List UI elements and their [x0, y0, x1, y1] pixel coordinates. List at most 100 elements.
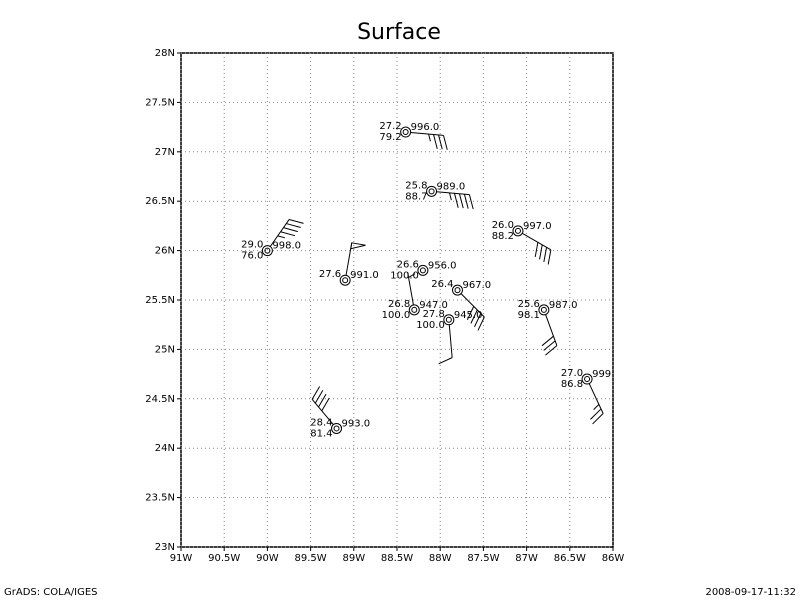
x-tick-label: 89.5W — [295, 553, 327, 564]
wind-shaft — [588, 383, 604, 414]
station-marker — [339, 274, 351, 286]
wind-barb — [539, 244, 543, 260]
y-tick-label: 27.5N — [145, 97, 175, 108]
wind-barb — [547, 249, 552, 265]
temperature-label: 26.8 — [388, 299, 410, 310]
footer-left: GrADS: COLA/IGES — [4, 587, 98, 598]
station-marker — [581, 373, 593, 385]
station-marker — [333, 425, 340, 432]
wind-barb — [592, 413, 604, 425]
wind-barb — [477, 316, 485, 331]
station-marker — [454, 287, 461, 294]
pressure-label: 989.0 — [437, 181, 466, 192]
y-tick-label: 26N — [155, 246, 175, 257]
wind-shaft — [436, 191, 470, 196]
humidity-label: 86.8 — [561, 379, 583, 390]
chart-title: Surface — [357, 20, 441, 45]
x-tick-label: 91W — [170, 553, 193, 564]
x-tick-label: 90W — [256, 553, 279, 564]
wind-shaft — [545, 314, 558, 346]
pressure-label: 993.0 — [342, 418, 371, 429]
wind-barb — [438, 357, 453, 365]
wind-barb — [590, 408, 602, 420]
wind-shaft — [407, 272, 414, 306]
wind-barb — [470, 309, 478, 324]
station-marker — [443, 314, 455, 326]
pressure-label: 997.0 — [523, 221, 552, 232]
station-marker — [445, 316, 452, 323]
wind-pennant — [350, 242, 366, 250]
wind-barb — [443, 135, 448, 150]
x-tick-label: 87.5W — [467, 553, 499, 564]
pressure-label: 998.0 — [272, 241, 301, 252]
x-tick-label: 86W — [602, 553, 625, 564]
humidity-label: 100.0 — [390, 270, 419, 281]
wind-barb — [283, 227, 298, 233]
station-marker — [331, 422, 343, 434]
temperature-label: 26.4 — [431, 279, 453, 290]
y-tick-label: 26.5N — [145, 196, 175, 207]
wind-barb — [458, 193, 464, 209]
wind-barb — [438, 134, 443, 150]
wind-barb — [289, 218, 304, 224]
y-tick-label: 27N — [155, 147, 175, 158]
station-marker — [419, 267, 426, 274]
station-marker — [512, 225, 524, 237]
temperature-label: 29.0 — [241, 240, 263, 251]
x-tick-label: 86.5W — [554, 553, 586, 564]
temperature-label: 26.6 — [397, 259, 419, 270]
station-marker — [451, 284, 463, 296]
temperature-label: 28.4 — [310, 417, 332, 428]
humidity-label: 88.2 — [492, 231, 514, 242]
wind-shaft — [522, 232, 552, 251]
pressure-label: 947.0 — [419, 300, 448, 311]
humidity-label: 98.1 — [518, 310, 540, 321]
x-tick-label: 88.5W — [381, 553, 413, 564]
station-marker — [514, 227, 521, 234]
temperature-label: 25.6 — [518, 299, 540, 310]
y-tick-label: 25.5N — [145, 295, 175, 306]
wind-barb — [545, 345, 558, 356]
wind-barb — [466, 306, 475, 321]
station-marker — [264, 247, 271, 254]
station-marker — [342, 277, 349, 284]
station-marker — [538, 304, 550, 316]
wind-barb — [543, 247, 548, 263]
y-tick-label: 24.5N — [145, 394, 175, 405]
station-marker — [540, 306, 547, 313]
wind-barb — [321, 397, 330, 412]
wind-barb — [314, 390, 324, 404]
pressure-label: 987.0 — [549, 300, 578, 311]
pressure-label: 999 — [592, 369, 611, 380]
humidity-label: 100.0 — [382, 310, 411, 321]
wind-shaft — [460, 293, 485, 318]
temperature-label: 27.8 — [423, 309, 445, 320]
station-marker — [428, 188, 435, 195]
humidity-label: 88.7 — [405, 191, 427, 202]
temperature-label: 27.0 — [561, 368, 583, 379]
station-marker — [584, 376, 591, 383]
wind-barb — [311, 386, 321, 400]
wind-barb — [593, 404, 600, 410]
wind-shaft — [448, 324, 453, 358]
wind-barb — [449, 192, 452, 201]
x-tick-label: 89W — [342, 553, 365, 564]
y-tick-label: 23N — [155, 542, 175, 553]
humidity-label: 76.0 — [241, 251, 263, 262]
wind-shaft — [269, 219, 290, 247]
station-marker — [417, 264, 429, 276]
wind-barb — [473, 313, 482, 328]
wind-barb — [433, 134, 438, 149]
temperature-label: 25.8 — [405, 180, 427, 191]
wind-shaft — [311, 399, 334, 425]
humidity-label: 79.2 — [379, 132, 401, 143]
temperature-label: 26.0 — [492, 220, 514, 231]
wind-shaft — [410, 131, 444, 136]
x-tick-label: 88W — [429, 553, 452, 564]
x-tick-label: 90.5W — [208, 553, 240, 564]
station-marker — [411, 306, 418, 313]
humidity-label: 100.0 — [416, 320, 445, 331]
pressure-label: 967.0 — [462, 280, 491, 291]
station-marker — [400, 126, 412, 138]
